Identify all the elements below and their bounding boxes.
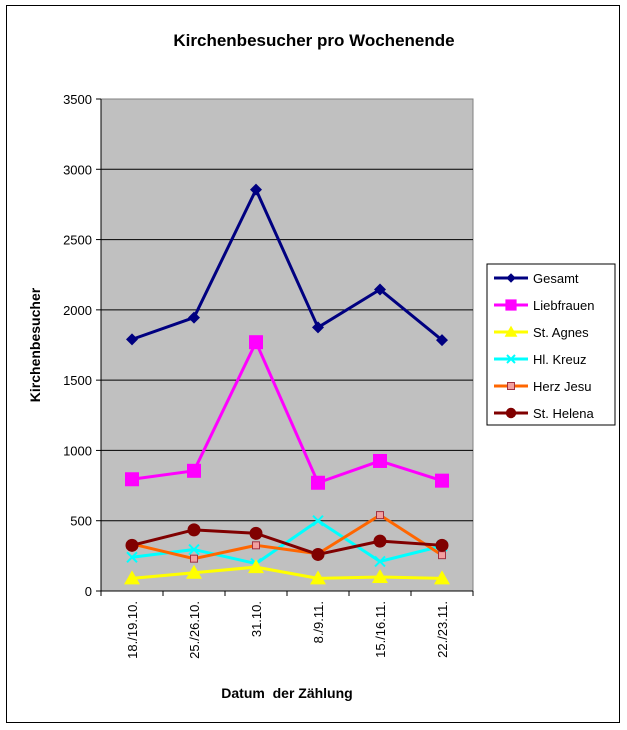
legend-label: Hl. Kreuz (533, 352, 586, 367)
data-point (507, 382, 515, 390)
data-point (248, 559, 264, 574)
data-point (376, 511, 384, 520)
x-axis-label: Datum der Zählung (221, 685, 352, 701)
axes (96, 98, 474, 596)
gridlines (101, 168, 473, 522)
data-point (126, 551, 138, 563)
y-tick-label: 2000 (63, 303, 92, 318)
data-point (125, 472, 139, 487)
data-point (187, 523, 201, 537)
data-point (435, 473, 449, 488)
x-tick-label: 31.10. (249, 601, 264, 637)
data-point (188, 311, 200, 324)
series-5 (125, 523, 449, 561)
y-axis-label: Kirchenbesucher (27, 287, 43, 402)
data-point (312, 321, 324, 334)
data-point (250, 183, 262, 196)
data-point (505, 407, 517, 419)
y-tick-label: 3000 (63, 162, 92, 177)
data-point (312, 515, 324, 527)
data-point (190, 554, 198, 563)
data-point (249, 335, 263, 350)
legend-label: St. Agnes (533, 325, 589, 340)
data-point (374, 283, 386, 296)
plot-area (100, 98, 474, 592)
series-line (131, 565, 443, 580)
series-0 (126, 183, 448, 347)
y-tick-label: 1500 (63, 373, 92, 388)
legend-entry: Gesamt (494, 271, 579, 286)
y-tick-label: 0 (85, 584, 92, 599)
legend-entry: Liebfrauen (494, 298, 594, 313)
data-point (504, 325, 518, 337)
data-point (434, 570, 450, 585)
data-point (252, 541, 260, 550)
x-tick-label: 18./19.10. (125, 601, 140, 659)
series-2 (124, 559, 450, 585)
legend: Gesamt Liebfrauen St. Agnes Hl. Kreuz Herz J… (486, 263, 616, 426)
y-tick-label: 2500 (63, 233, 92, 248)
x-tick-labels: 18./19.10. 25./26.10. 31.10. 8./9.11. 15./16… (125, 601, 450, 659)
data-point (310, 570, 326, 585)
data-point (249, 526, 263, 540)
legend-entry: St. Helena (494, 406, 594, 421)
legend-box (486, 263, 616, 426)
series-line (131, 528, 443, 556)
data-point (505, 299, 517, 311)
legend-label: Gesamt (533, 271, 579, 286)
data-point (374, 555, 386, 568)
y-tick-label: 500 (70, 514, 92, 529)
x-tick-label: 8./9.11. (311, 601, 326, 643)
series-line (131, 519, 443, 566)
legend-label: Liebfrauen (533, 298, 594, 313)
x-tick-label: 22./23.11. (435, 601, 450, 658)
data-point (124, 570, 140, 585)
series-lines (124, 183, 450, 585)
legend-entry: Herz Jesu (494, 379, 592, 394)
series-line (131, 340, 443, 485)
series-1 (125, 335, 449, 490)
data-point (187, 463, 201, 478)
series-line (131, 513, 443, 561)
chart-title: Kirchenbesucher pro Wochenende (173, 31, 454, 50)
y-tick-label: 3500 (63, 92, 92, 107)
data-point (373, 453, 387, 468)
data-point (372, 568, 388, 583)
series-line (131, 188, 443, 342)
data-point (311, 547, 325, 561)
data-point (435, 538, 449, 552)
data-point (126, 333, 138, 346)
data-point (373, 534, 387, 548)
data-point (506, 273, 516, 283)
data-point (186, 564, 202, 579)
legend-label: Herz Jesu (533, 379, 592, 394)
legend-entry: Hl. Kreuz (494, 352, 586, 367)
x-tick-label: 15./16.11. (373, 601, 388, 658)
data-point (436, 334, 448, 347)
legend-entry: St. Agnes (494, 325, 589, 340)
legend-label: St. Helena (533, 406, 594, 421)
data-point (438, 551, 446, 560)
data-point (506, 354, 516, 364)
y-tick-label: 1000 (63, 443, 92, 458)
x-tick-label: 25./26.10. (187, 601, 202, 659)
y-tick-labels: 0 500 1000 1500 2000 2500 3000 3500 (63, 92, 92, 599)
data-point (188, 543, 200, 556)
data-point (311, 475, 325, 490)
data-point (125, 538, 139, 552)
